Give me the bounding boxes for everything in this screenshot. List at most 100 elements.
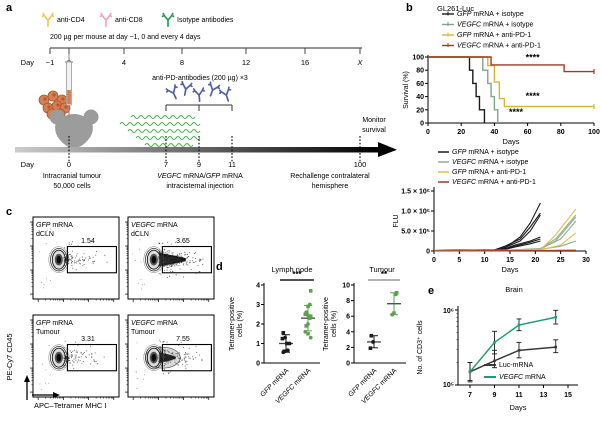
flu-mouse-line bbox=[433, 214, 577, 252]
svg-text:Tetramer-positive: Tetramer-positive bbox=[323, 297, 330, 351]
km-series bbox=[428, 56, 595, 109]
svg-text:80: 80 bbox=[557, 129, 565, 136]
svg-text:VEGFC mRNA/GFP mRNA: VEGFC mRNA/GFP mRNA bbox=[157, 173, 243, 180]
flu-chart: GFP mRNA + isotype VEGFC mRNA + isotype GF… bbox=[393, 149, 590, 274]
svg-text:60: 60 bbox=[524, 129, 532, 136]
svg-text:anti-CD4: anti-CD4 bbox=[57, 17, 85, 24]
svg-text:1.54: 1.54 bbox=[81, 238, 95, 245]
svg-text:Monitor: Monitor bbox=[362, 117, 386, 124]
panel-c-label: c bbox=[6, 206, 13, 218]
svg-text:100: 100 bbox=[354, 160, 367, 169]
svg-text:APC–Tetramer MHC I: APC–Tetramer MHC I bbox=[34, 401, 107, 410]
svg-text:4: 4 bbox=[346, 329, 350, 336]
svg-text:6: 6 bbox=[346, 314, 350, 321]
svg-text:GFP mRNA: GFP mRNA bbox=[36, 222, 73, 229]
svg-text:GFP mRNA + isotype: GFP mRNA + isotype bbox=[452, 149, 519, 156]
km-series bbox=[428, 56, 595, 75]
svg-text:100: 100 bbox=[588, 129, 600, 136]
svg-text:GFP mRNA + isotype: GFP mRNA + isotype bbox=[457, 11, 524, 18]
km-series bbox=[428, 56, 486, 123]
svg-text:20: 20 bbox=[531, 257, 539, 264]
antibody-icon bbox=[41, 12, 55, 28]
mrna-squiggle-icon bbox=[127, 128, 201, 134]
svg-text:0: 0 bbox=[420, 121, 424, 128]
flow-gate bbox=[66, 343, 117, 372]
timeline-arrowhead-icon bbox=[378, 142, 397, 157]
svg-text:9: 9 bbox=[493, 392, 497, 399]
svg-text:****: **** bbox=[526, 52, 541, 62]
x-axis-arrow-icon bbox=[53, 392, 60, 398]
brain-series bbox=[467, 309, 559, 381]
svg-text:11: 11 bbox=[228, 160, 236, 169]
scatter-group bbox=[301, 289, 315, 340]
svg-text:VEGFC mRNA: VEGFC mRNA bbox=[131, 222, 178, 229]
svg-text:Tumour: Tumour bbox=[131, 329, 156, 336]
svg-text:1: 1 bbox=[256, 341, 260, 348]
svg-text:0: 0 bbox=[426, 129, 430, 136]
svg-text:12: 12 bbox=[242, 58, 250, 67]
svg-text:PE-Cy7 CD45: PE-Cy7 CD45 bbox=[5, 333, 14, 380]
svg-text:X: X bbox=[356, 58, 363, 67]
svg-text:3.65: 3.65 bbox=[176, 238, 190, 245]
svg-text:−1: −1 bbox=[46, 58, 55, 67]
svg-text:GFP mRNA + anti-PD-1: GFP mRNA + anti-PD-1 bbox=[457, 32, 531, 39]
svg-text:0: 0 bbox=[67, 160, 71, 169]
svg-text:hemisphere: hemisphere bbox=[312, 183, 349, 190]
svg-text:****: **** bbox=[509, 107, 524, 117]
svg-text:anti-PD-antibodies (200 µg) ×3: anti-PD-antibodies (200 µg) ×3 bbox=[152, 75, 248, 82]
svg-text:GFP mRNA: GFP mRNA bbox=[36, 320, 73, 327]
svg-text:VEGFC mRNA: VEGFC mRNA bbox=[499, 374, 546, 381]
svg-text:intracisternal injection: intracisternal injection bbox=[166, 183, 233, 190]
svg-text:Tumour: Tumour bbox=[369, 265, 395, 274]
svg-text:FLU: FLU bbox=[393, 214, 400, 227]
antibody-icon bbox=[207, 81, 221, 97]
scatter-group bbox=[387, 291, 401, 317]
svg-text:***: *** bbox=[292, 270, 302, 279]
svg-text:1.0 × 10⁶: 1.0 × 10⁶ bbox=[401, 209, 430, 216]
svg-text:11: 11 bbox=[515, 392, 523, 399]
mrna-squiggle-icon bbox=[144, 142, 194, 148]
svg-text:Tetramer-positive: Tetramer-positive bbox=[229, 297, 236, 351]
svg-text:0: 0 bbox=[426, 249, 430, 256]
svg-text:2: 2 bbox=[346, 345, 350, 352]
tumour-scatter-chart: Tumour** 0 2 4 6 8 10 Tetramer-positive cells (%… bbox=[323, 265, 406, 405]
svg-text:VEGFC mRNA: VEGFC mRNA bbox=[360, 367, 398, 405]
brain-cd3-chart: Brain 10⁶ 10⁵ 7 9 11 13 15 Days No. of CD3⁺ cells… bbox=[417, 285, 578, 412]
svg-text:VEGFC mRNA + anti-PD-1: VEGFC mRNA + anti-PD-1 bbox=[457, 43, 541, 50]
svg-text:VEGFC mRNA + isotype: VEGFC mRNA + isotype bbox=[457, 22, 534, 29]
svg-text:10⁵: 10⁵ bbox=[443, 382, 454, 389]
flu-mouse-line bbox=[433, 208, 577, 252]
antibody-icon bbox=[218, 86, 232, 102]
svg-text:0: 0 bbox=[346, 361, 350, 368]
svg-text:2: 2 bbox=[256, 322, 260, 329]
svg-text:16: 16 bbox=[301, 58, 309, 67]
svg-text:Days: Days bbox=[502, 137, 519, 146]
mrna-squiggle-icon bbox=[135, 135, 201, 141]
panel-d-label: d bbox=[216, 261, 223, 273]
panel-e-label: e bbox=[428, 285, 435, 297]
svg-text:dCLN: dCLN bbox=[36, 231, 54, 238]
svg-text:10⁶: 10⁶ bbox=[443, 308, 454, 315]
flow-plot: GFP mRNA dCLN 1.54 bbox=[30, 216, 120, 302]
svg-text:Intracranial tumour: Intracranial tumour bbox=[43, 173, 102, 180]
svg-text:cells (%): cells (%) bbox=[237, 311, 244, 338]
panel-a-label: a bbox=[6, 2, 13, 14]
svg-text:100: 100 bbox=[412, 55, 424, 62]
panel-b-label: b bbox=[406, 2, 413, 14]
svg-text:GFP mRNA + anti-PD-1: GFP mRNA + anti-PD-1 bbox=[452, 169, 526, 176]
svg-text:13: 13 bbox=[540, 392, 548, 399]
svg-text:8: 8 bbox=[346, 298, 350, 305]
svg-text:80: 80 bbox=[416, 68, 424, 75]
svg-text:30: 30 bbox=[582, 257, 590, 264]
svg-text:7.55: 7.55 bbox=[176, 336, 190, 343]
svg-text:Days: Days bbox=[509, 403, 526, 412]
svg-text:Lymph node: Lymph node bbox=[271, 265, 312, 274]
svg-text:Tumour: Tumour bbox=[36, 329, 61, 336]
svg-text:8: 8 bbox=[180, 58, 184, 67]
svg-text:Rechallenge contralateral: Rechallenge contralateral bbox=[290, 173, 370, 180]
timeline-bar bbox=[15, 147, 378, 153]
mrna-squiggle-icon bbox=[130, 114, 196, 120]
svg-text:Brain: Brain bbox=[505, 285, 523, 294]
